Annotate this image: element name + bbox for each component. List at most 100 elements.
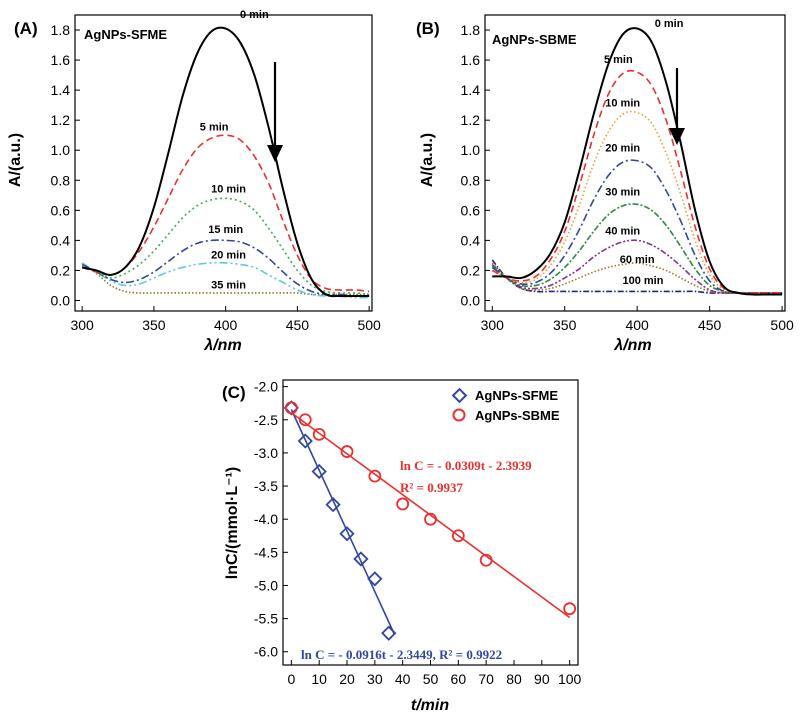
panel-c-tick-layer: 0 10 20 30 40 50 60 70 80 90 100 -2.0 -2.5 -3.0 -3.5 -4… — [254, 379, 582, 687]
data-point-circle — [451, 529, 465, 543]
panelB-y-tick-label: 0.0 — [461, 292, 481, 308]
sbme-fit-r2: R² = 0.9937 — [400, 480, 463, 495]
panelB-x-tick-label: 400 — [625, 317, 649, 333]
panel-b-series-layer: 0 min 5 min 10 min 20 min 30 min 40 min 60 min… — [491, 18, 783, 296]
panel-a-series-layer: 0 min 5 min 10 min 15 min 20 min 35 min — [81, 9, 370, 299]
data-point-circle — [284, 401, 298, 415]
panelA-y-tick-label: 1.8 — [51, 22, 71, 38]
panelC-y-tick-label: -4.5 — [254, 544, 278, 560]
panel-a-tick-layer: 300 350 400 450 500 0.0 0.2 0.4 0.6 0.8 1.0 1.2 1.4 1… — [51, 22, 381, 333]
sfme-fit-equation: ln C = - 0.0916t - 2.3449, R² = 0.9922 — [301, 647, 502, 662]
panelB-x-tick-label: 450 — [698, 317, 722, 333]
panelC-x-tick-label: 30 — [367, 671, 383, 687]
spectrum-line-15-min — [81, 239, 370, 297]
curve-label-0-min: 0 min — [240, 9, 269, 21]
panelB-y-tick-label: 1.2 — [461, 112, 481, 128]
curve-label-60-min: 60 min — [620, 254, 655, 266]
panelC-x-tick-label: 100 — [558, 671, 582, 687]
panelA-x-tick-label: 500 — [357, 317, 381, 333]
panelB-y-tick-label: 1.6 — [461, 52, 481, 68]
data-point-diamond — [353, 551, 369, 567]
spectrum-line-10-min — [491, 110, 783, 294]
panel-c-legend: AgNPs-SFME AgNPs-SBME — [451, 387, 560, 423]
data-point-diamond — [297, 433, 313, 449]
data-point-circle — [340, 445, 354, 458]
panelC-x-tick-label: 40 — [395, 671, 411, 687]
panelC-y-tick-label: -5.0 — [254, 577, 278, 593]
panel-a-chart: (A) 0 min 5 min 10 min 15 min 20 min 35 min 3… — [7, 9, 381, 354]
curve-label-5-min: 5 min — [200, 122, 229, 134]
panelA-y-tick-label: 0.2 — [51, 262, 71, 278]
panel-b-arrow — [669, 68, 685, 145]
panelC-x-tick-label: 70 — [478, 671, 494, 687]
panelA-x-tick-label: 300 — [70, 317, 94, 333]
panelC-y-tick-label: -2.0 — [254, 379, 278, 395]
fit-line-AgNPs-SBME — [290, 412, 571, 619]
panel-b-chart: (B) 0 min 5 min 10 min 20 min 30 min 40 min 60… — [416, 14, 794, 354]
legend-item-sbme: AgNPs-SBME — [452, 408, 560, 423]
panelA-x-tick-label: 350 — [142, 317, 166, 333]
panel-c-series-layer — [283, 400, 577, 641]
panel-b-tick-layer: 300 350 400 450 500 0.0 0.2 0.4 0.6 0.8 1.0 1.2 1.4 1… — [461, 22, 794, 333]
data-point-circle — [479, 553, 493, 567]
spectrum-line-35-min — [81, 262, 370, 296]
curve-label-30-min: 30 min — [605, 186, 640, 198]
panel-a-x-axis-title: λ/nm — [203, 337, 241, 354]
panelA-y-tick-label: 0.8 — [51, 172, 71, 188]
curve-label-20-min: 20 min — [211, 249, 246, 261]
legend-item-sfme: AgNPs-SFME — [451, 387, 558, 404]
curve-label-10-min: 10 min — [605, 98, 640, 110]
panelA-y-tick-label: 1.6 — [51, 52, 71, 68]
panelC-x-tick-label: 50 — [423, 671, 439, 687]
curve-label-40-min: 40 min — [605, 225, 640, 237]
panelA-y-tick-label: 0.4 — [51, 232, 71, 248]
legend-marker-circle — [452, 408, 466, 422]
panelA-y-tick-label: 1.0 — [51, 142, 71, 158]
panel-c-chart: (C) 0 10 20 30 40 50 60 70 80 90 100 -2.0 -2.5 -3.0 -3… — [222, 379, 582, 714]
data-point-circle — [298, 413, 312, 427]
panelA-y-tick-label: 0.0 — [51, 292, 71, 308]
panel-a-y-axis-title: A/(a.u.) — [7, 133, 24, 187]
panelC-x-tick-label: 10 — [311, 671, 327, 687]
panelA-curves — [81, 26, 370, 299]
panelC-y-tick-label: -2.5 — [254, 412, 278, 428]
panelC-x-tick-label: 90 — [534, 671, 550, 687]
data-point-circle — [368, 469, 382, 483]
curve-label-0-min: 0 min — [655, 18, 684, 30]
data-point-circle — [312, 427, 326, 441]
legend-label-sfme: AgNPs-SFME — [475, 388, 558, 403]
panelA-y-tick-label: 0.6 — [51, 202, 71, 218]
panelA-x-tick-label: 450 — [286, 317, 310, 333]
panelB-y-tick-label: 1.4 — [461, 82, 481, 98]
panel-c-y-axis-title: lnC/(mmol·L⁻¹) — [224, 467, 241, 579]
data-point-circle — [424, 512, 437, 526]
panelA-y-tick-label: 1.2 — [51, 112, 71, 128]
panel-a-plot-frame — [74, 14, 373, 312]
panel-b-y-axis-title: A/(a.u.) — [419, 133, 436, 187]
panel-a-arrow — [267, 62, 283, 162]
spectrum-line-20-min — [81, 261, 370, 299]
legend-marker-diamond — [451, 387, 468, 404]
curve-label-15-min: 15 min — [208, 224, 243, 236]
data-point-diamond — [367, 571, 383, 587]
panel-a-title: AgNPs-SFME — [84, 27, 167, 42]
panelC-y-tick-label: -4.0 — [254, 511, 278, 527]
panelB-x-tick-label: 500 — [770, 317, 794, 333]
spectrum-line-10-min — [81, 197, 370, 296]
panelB-y-tick-label: 0.8 — [461, 172, 481, 188]
data-point-circle — [396, 497, 410, 511]
curve-label-5-min: 5 min — [604, 54, 633, 66]
data-point-diamond — [339, 526, 355, 542]
panel-b-title: AgNPs-SBME — [492, 32, 577, 47]
panelB-y-tick-label: 1.0 — [461, 142, 481, 158]
panel-a-label: (A) — [14, 19, 38, 38]
panelB-y-tick-label: 0.6 — [461, 202, 481, 218]
data-point-diamond — [283, 400, 299, 416]
panel-b-plot-frame — [484, 14, 786, 312]
legend-label-sbme: AgNPs-SBME — [475, 408, 560, 423]
panelC-x-tick-label: 60 — [451, 671, 467, 687]
panelB-x-tick-label: 350 — [553, 317, 577, 333]
panelC-x-tick-label: 0 — [287, 671, 295, 687]
sbme-fit-equation: ln C = - 0.0309t - 2.3939 — [400, 458, 532, 473]
panelC-x-tick-label: 80 — [506, 671, 522, 687]
